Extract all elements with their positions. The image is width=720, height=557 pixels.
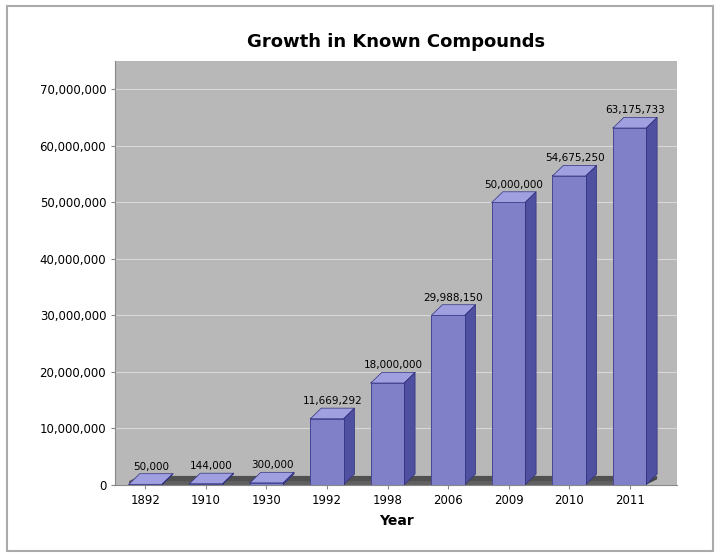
X-axis label: Year: Year (379, 514, 413, 527)
Text: 144,000: 144,000 (190, 461, 233, 471)
Polygon shape (189, 473, 233, 484)
Polygon shape (343, 408, 354, 485)
Polygon shape (371, 373, 415, 383)
Polygon shape (464, 305, 476, 485)
Polygon shape (431, 305, 476, 315)
Polygon shape (525, 192, 536, 485)
Text: 50,000,000: 50,000,000 (485, 180, 544, 190)
Polygon shape (431, 315, 464, 485)
Polygon shape (250, 472, 294, 483)
Text: 18,000,000: 18,000,000 (364, 360, 423, 370)
Polygon shape (586, 165, 597, 485)
Text: 54,675,250: 54,675,250 (545, 153, 604, 163)
Polygon shape (371, 383, 404, 485)
Polygon shape (613, 128, 647, 485)
Polygon shape (613, 118, 657, 128)
Text: 50,000: 50,000 (133, 462, 169, 472)
Polygon shape (647, 118, 657, 485)
Text: 29,988,150: 29,988,150 (423, 292, 483, 302)
Polygon shape (310, 419, 343, 485)
Polygon shape (129, 476, 657, 481)
Polygon shape (492, 202, 525, 485)
Text: 63,175,733: 63,175,733 (606, 105, 665, 115)
Polygon shape (492, 192, 536, 202)
Polygon shape (283, 472, 294, 485)
Text: 300,000: 300,000 (251, 460, 293, 470)
Title: Growth in Known Compounds: Growth in Known Compounds (247, 33, 545, 51)
Polygon shape (189, 484, 222, 485)
Polygon shape (552, 176, 586, 485)
Polygon shape (162, 473, 173, 485)
Polygon shape (647, 476, 657, 485)
Polygon shape (250, 483, 283, 485)
Polygon shape (404, 373, 415, 485)
Polygon shape (310, 408, 354, 419)
Polygon shape (129, 473, 173, 484)
Polygon shape (129, 481, 647, 485)
Polygon shape (222, 473, 233, 485)
Polygon shape (552, 165, 597, 176)
Text: 11,669,292: 11,669,292 (302, 396, 362, 406)
